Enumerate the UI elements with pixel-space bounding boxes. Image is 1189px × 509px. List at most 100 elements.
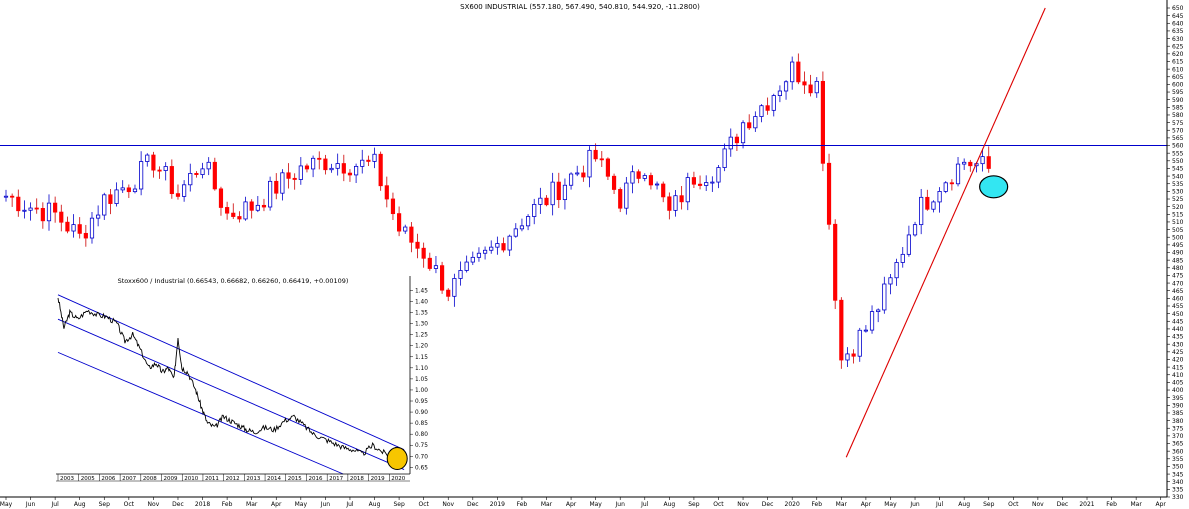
x-tick-label: 2019	[490, 501, 505, 508]
y-tick-label: 385	[1172, 410, 1184, 417]
inset-x-tick-label: 2010	[184, 476, 198, 482]
candle-body	[581, 172, 586, 178]
candle-body	[648, 175, 654, 186]
x-tick-label: Mar	[541, 501, 553, 508]
candle-body	[740, 122, 746, 144]
candle-body	[59, 211, 64, 223]
candle-body	[354, 165, 359, 176]
candle-body	[108, 194, 113, 204]
candle-body	[845, 353, 850, 361]
y-tick-label: 350	[1172, 464, 1184, 471]
candle-body	[790, 61, 795, 83]
candle-body	[175, 193, 181, 197]
candle-body	[390, 198, 396, 215]
candle-body	[857, 329, 862, 357]
x-tick-label: Apr	[566, 501, 577, 508]
candle-body	[378, 153, 383, 187]
x-tick-label: Sep	[393, 501, 405, 508]
candle-body	[102, 194, 107, 216]
y-tick-label: 375	[1172, 425, 1184, 432]
candle-body	[556, 181, 561, 201]
inset-y-tick-label: 1.35	[415, 311, 428, 317]
candle-body	[421, 247, 426, 259]
y-tick-label: 625	[1172, 43, 1184, 50]
x-tick-label: Oct	[1008, 501, 1019, 508]
y-tick-label: 485	[1172, 257, 1184, 264]
candle-body	[237, 216, 242, 220]
inset-x-tick-label: 2003	[60, 476, 74, 482]
inset-x-tick-label: 2020	[391, 476, 405, 482]
x-tick-label: Dec	[467, 501, 479, 508]
candle-body	[771, 95, 776, 111]
channel-line	[57, 351, 344, 475]
candle-body	[869, 311, 875, 331]
candle-body	[225, 207, 230, 214]
x-tick-label: 2020	[785, 501, 800, 508]
candle-body	[151, 154, 156, 171]
x-tick-label: May	[589, 501, 602, 508]
candle-body	[814, 80, 819, 94]
inset-x-tick-label: 2018	[350, 476, 364, 482]
candle-body	[433, 265, 439, 269]
y-tick-label: 645	[1172, 13, 1184, 20]
candle-body	[575, 172, 580, 175]
candle-body	[409, 226, 414, 243]
candle-body	[949, 182, 954, 185]
candle-body	[532, 204, 537, 217]
candle-body	[826, 162, 832, 225]
inset-y-tick-label: 1.40	[415, 299, 428, 305]
candle-body	[888, 277, 893, 285]
x-tick-label: May	[0, 501, 13, 508]
candle-body	[691, 177, 697, 185]
candle-body	[120, 187, 125, 191]
y-tick-label: 355	[1172, 456, 1184, 463]
inset-y-tick-label: 1.05	[415, 377, 428, 383]
candle-body	[243, 201, 248, 220]
candle-body	[464, 261, 469, 271]
candle-body	[728, 136, 733, 150]
candle-body	[937, 191, 942, 203]
candle-body	[372, 153, 377, 162]
inset-x-tick-label: 2014	[267, 476, 281, 482]
y-tick-label: 555	[1172, 150, 1184, 157]
candle-body	[568, 173, 574, 186]
x-tick-label: Feb	[811, 501, 822, 508]
y-tick-label: 490	[1172, 250, 1184, 257]
candle-body	[261, 204, 267, 208]
x-tick-label: Jun	[320, 501, 331, 508]
x-tick-label: Feb	[222, 501, 233, 508]
candle-body	[562, 184, 568, 201]
y-tick-label: 480	[1172, 265, 1184, 272]
y-tick-label: 425	[1172, 349, 1184, 356]
candle-body	[882, 283, 887, 311]
candle-body	[654, 183, 660, 186]
y-tick-label: 370	[1172, 433, 1184, 440]
x-tick-label: Sep	[99, 501, 111, 508]
x-tick-label: May	[295, 501, 308, 508]
x-tick-label: Sep	[983, 501, 995, 508]
y-tick-label: 400	[1172, 387, 1184, 394]
candle-body	[605, 158, 611, 177]
candle-body	[980, 156, 985, 165]
candle-body	[83, 232, 88, 239]
inset-x-tick-label: 2012	[226, 476, 240, 482]
candle-body	[188, 173, 193, 186]
candle-body	[280, 172, 285, 194]
y-tick-label: 505	[1172, 227, 1184, 234]
inset-x-tick-label: 2016	[308, 476, 322, 482]
candle-body	[661, 183, 666, 198]
inset-y-tick-label: 1.30	[415, 322, 428, 328]
x-tick-label: Jul	[640, 501, 649, 508]
candle-body	[182, 184, 187, 197]
candle-body	[10, 195, 15, 198]
x-tick-label: Jun	[615, 501, 626, 508]
y-tick-label: 515	[1172, 211, 1184, 218]
candle-body	[77, 224, 82, 234]
candle-body	[71, 224, 76, 232]
x-tick-label: 2018	[195, 501, 210, 508]
inset-x-tick-label: 2015	[288, 476, 302, 482]
candle-body	[642, 175, 647, 179]
y-tick-label: 545	[1172, 166, 1184, 173]
candle-body	[200, 168, 205, 175]
